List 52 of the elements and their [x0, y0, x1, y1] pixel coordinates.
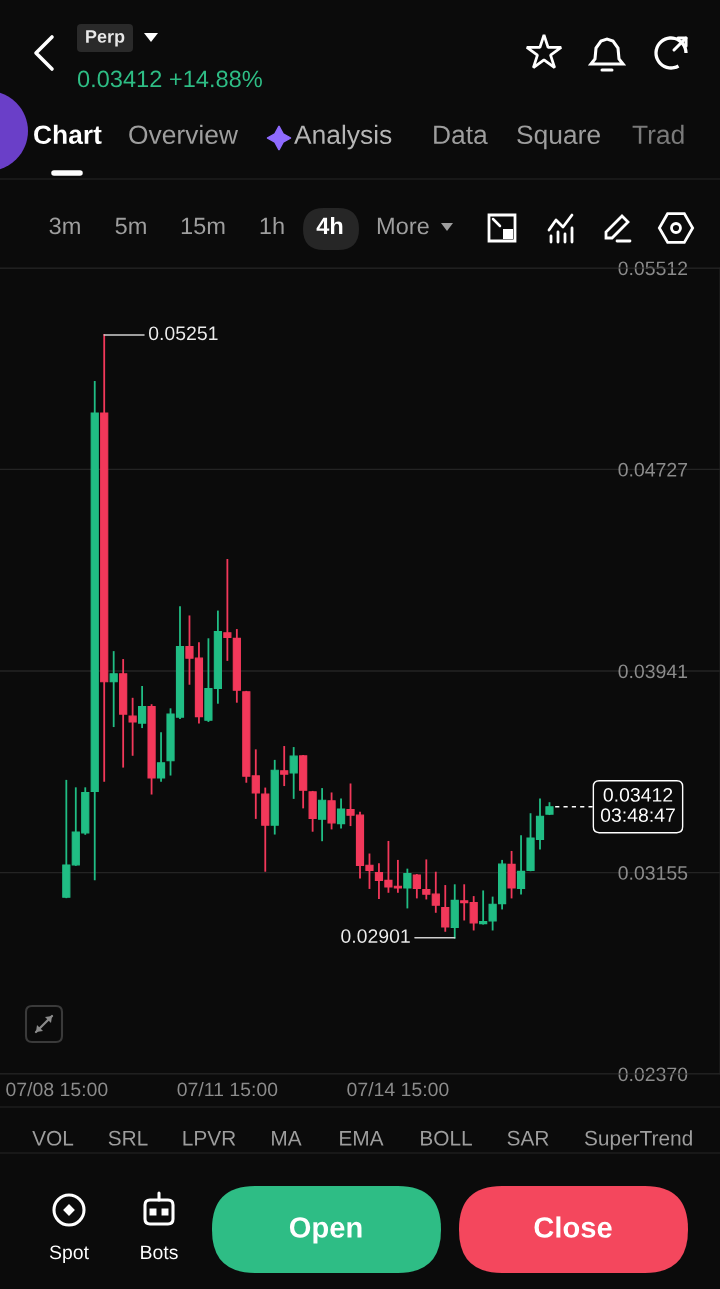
y-tick-label: 0.03155: [618, 866, 688, 880]
candlestick: [327, 792, 336, 830]
text: Close: [534, 1216, 612, 1238]
candlestick: [507, 850, 516, 899]
text: 4h: [316, 217, 343, 235]
chart-subtitle: 0.03412 +14.88%: [77, 70, 262, 88]
x-tick-label: 07/08 15:00: [6, 1082, 108, 1097]
text: SRL: [108, 1130, 148, 1146]
text: LPVR: [183, 1131, 236, 1146]
candlestick: [128, 697, 137, 756]
text: More: [377, 217, 429, 235]
text: Perp: [86, 30, 125, 47]
ref-line-label: 0.03412 03:48:47: [600, 788, 675, 823]
candlestick: [516, 835, 526, 895]
annotation: 0.02901: [341, 929, 410, 944]
x-tick-label: 07/14 15:00: [347, 1082, 449, 1097]
text: BOLL: [421, 1130, 472, 1146]
text: Overview: [129, 124, 239, 145]
text: Spot: [49, 1245, 89, 1264]
text: SuperTrend: [584, 1130, 692, 1150]
text: Data: [434, 125, 488, 145]
candlestick: [280, 746, 289, 787]
text: SAR: [507, 1130, 549, 1146]
text: Trad: [632, 124, 684, 145]
text: Square: [517, 125, 600, 150]
y-tick-label: 0.03941: [618, 664, 688, 679]
text: VOL: [32, 1130, 74, 1146]
y-tick-label: 0.05512: [618, 261, 688, 276]
candlestick: [441, 885, 450, 932]
candlestick: [223, 559, 232, 661]
text: 1h: [260, 217, 284, 235]
y-tick-label: 0.04727: [618, 462, 688, 477]
text: Open: [289, 1217, 362, 1244]
candlestick: [317, 788, 327, 842]
text: Analysis: [294, 124, 392, 150]
x-tick-label: 07/11 15:00: [177, 1082, 278, 1097]
text: 15m: [181, 217, 225, 235]
text: 5m: [115, 217, 146, 235]
text: EMA: [340, 1131, 384, 1146]
y-tick-label: 0.02370: [618, 1067, 688, 1082]
text: MA: [272, 1131, 302, 1146]
text: 3m: [49, 217, 80, 235]
annotation: 0.05251: [148, 326, 218, 341]
text: Chart: [34, 124, 102, 145]
candlestick: [109, 651, 118, 728]
candlestick: [403, 868, 412, 909]
text: Bots: [141, 1245, 178, 1260]
candlestick: [156, 732, 166, 782]
candlestick: [137, 685, 147, 729]
candlestick: [412, 874, 421, 899]
candlestick: [289, 747, 298, 799]
candlestick: [336, 798, 346, 829]
